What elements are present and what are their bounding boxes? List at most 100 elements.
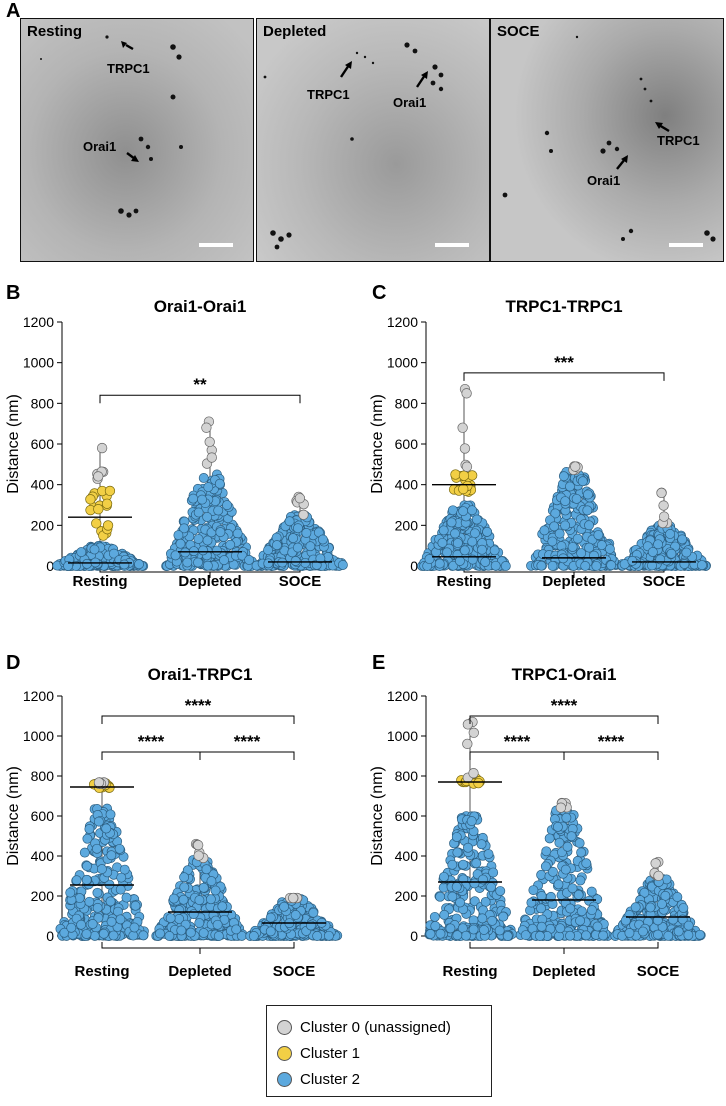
- point-cluster-2: [188, 493, 199, 504]
- point-cluster-2: [454, 556, 465, 566]
- point-cluster-2: [425, 929, 436, 940]
- significance-bracket: [101, 715, 295, 724]
- point-cluster-2: [584, 520, 594, 531]
- point-cluster-2: [323, 930, 334, 941]
- point-cluster-2: [627, 555, 638, 566]
- point-cluster-2: [290, 910, 301, 920]
- point-cluster-2: [480, 557, 491, 567]
- point-cluster-2: [435, 891, 446, 902]
- legend-label: Cluster 2: [300, 1070, 361, 1088]
- point-cluster-2: [179, 523, 190, 534]
- swarm-depleted: [161, 416, 257, 571]
- point-cluster-2: [213, 931, 224, 941]
- point-cluster-2: [447, 505, 458, 516]
- point-cluster-2: [679, 559, 690, 569]
- y-tick-label: 1200: [387, 688, 418, 704]
- point-cluster-2: [219, 555, 230, 566]
- point-cluster-2: [593, 530, 604, 540]
- point-cluster-2: [477, 544, 487, 555]
- point-cluster-2: [206, 876, 217, 887]
- label-trpc1-resting: TRPC1: [107, 61, 150, 76]
- y-tick-label: 800: [31, 395, 55, 411]
- point-cluster-2: [138, 930, 149, 941]
- y-tick-label: 200: [395, 517, 419, 533]
- swarm-soce: [616, 487, 711, 571]
- y-tick-label: 200: [31, 517, 55, 533]
- point-cluster-2: [447, 891, 458, 902]
- y-tick-label: 600: [31, 808, 55, 824]
- category-label: Depleted: [542, 573, 605, 590]
- point-cluster-2: [194, 918, 205, 928]
- point-cluster-2: [639, 887, 650, 898]
- point-cluster-2: [666, 548, 677, 559]
- point-cluster-2: [547, 560, 558, 571]
- label-trpc1-soce: TRPC1: [657, 133, 700, 148]
- point-cluster-2: [450, 528, 461, 539]
- point-cluster-2: [263, 558, 274, 569]
- legend-swatch: [277, 1045, 292, 1061]
- significance-bracket: [463, 372, 665, 381]
- swarm-soce: [251, 491, 348, 571]
- chart-trpc1-trpc1: TRPC1-TRPC1 0 200 400 600 800 1000 1200 Distance…: [369, 297, 711, 590]
- scale-bar: [669, 243, 703, 247]
- point-cluster-2: [198, 545, 209, 556]
- point-cluster-2: [248, 931, 259, 941]
- point-cluster-2: [638, 926, 648, 937]
- point-cluster-2: [697, 560, 707, 571]
- point-cluster-2: [652, 929, 663, 940]
- point-cluster-2: [134, 559, 144, 570]
- point-cluster-2: [673, 926, 684, 937]
- point-cluster-2: [452, 847, 463, 858]
- point-cluster-2: [490, 560, 501, 571]
- point-cluster-2: [528, 885, 539, 896]
- point-cluster-0: [462, 719, 474, 730]
- point-cluster-2: [222, 500, 232, 511]
- category-label: SOCE: [279, 573, 322, 590]
- point-cluster-2: [459, 545, 470, 556]
- significance-label: ***: [554, 353, 574, 372]
- point-cluster-2: [84, 824, 95, 834]
- point-cluster-2: [598, 930, 609, 941]
- point-cluster-2: [439, 909, 450, 920]
- point-cluster-2: [561, 812, 572, 823]
- point-cluster-2: [653, 539, 664, 550]
- point-cluster-2: [591, 560, 602, 571]
- y-tick-label: 600: [395, 436, 419, 452]
- point-cluster-2: [467, 536, 478, 547]
- point-cluster-2: [452, 538, 463, 549]
- point-cluster-2: [647, 547, 658, 557]
- point-cluster-2: [293, 523, 303, 534]
- point-cluster-2: [84, 896, 95, 907]
- point-cluster-2: [197, 494, 208, 505]
- point-cluster-1: [85, 494, 96, 505]
- point-cluster-2: [448, 560, 459, 571]
- category-label: Depleted: [532, 963, 595, 980]
- point-cluster-2: [65, 887, 76, 898]
- legend-item-cluster-1: Cluster 1: [277, 1040, 491, 1066]
- point-cluster-2: [179, 882, 190, 893]
- micrograph-resting: Resting TRPC1 Orai1: [20, 18, 254, 262]
- chart-orai1-trpc1: Orai1-TRPC1 0 200 400 600 800 1000 1200 Distance…: [5, 665, 343, 980]
- point-cluster-2: [478, 874, 488, 885]
- chart-title: Orai1-Orai1: [154, 297, 247, 316]
- significance-label: ****: [138, 732, 165, 751]
- point-cluster-2: [175, 538, 186, 549]
- point-cluster-2: [108, 548, 119, 559]
- point-cluster-2: [213, 505, 224, 516]
- micrograph-depleted: Depleted TRPC1 Orai1: [256, 18, 490, 262]
- point-cluster-2: [694, 929, 705, 940]
- point-cluster-2: [430, 921, 441, 931]
- point-cluster-2: [288, 533, 299, 544]
- point-cluster-2: [536, 869, 547, 880]
- point-cluster-2: [581, 930, 592, 941]
- point-cluster-2: [572, 533, 583, 544]
- point-cluster-2: [576, 847, 587, 858]
- y-axis-label: Distance (nm): [369, 766, 386, 866]
- point-cluster-2: [214, 478, 225, 489]
- point-cluster-2: [89, 930, 100, 941]
- point-cluster-2: [596, 540, 607, 551]
- panel-letter-b: B: [6, 282, 21, 304]
- point-cluster-2: [447, 859, 458, 870]
- point-cluster-2: [547, 536, 558, 547]
- point-cluster-2: [565, 930, 576, 941]
